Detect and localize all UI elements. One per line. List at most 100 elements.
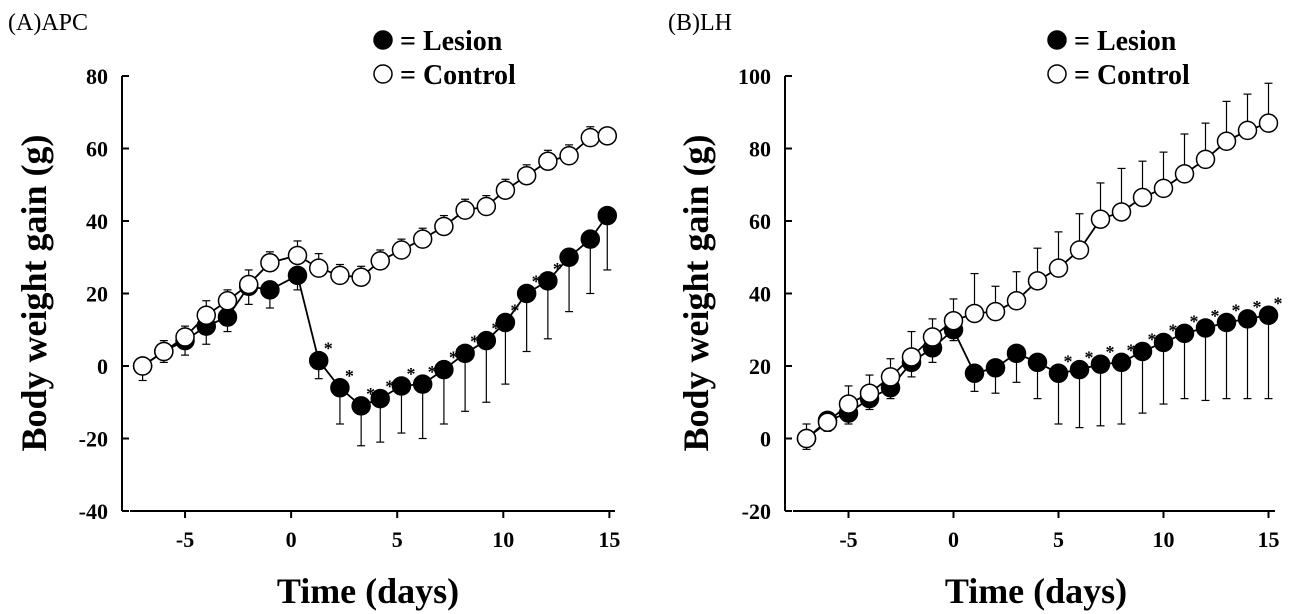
data-point-lesion: [1216, 312, 1237, 333]
data-point-control: [495, 180, 516, 200]
significance-star: *: [1106, 342, 1115, 362]
data-point-lesion: [1258, 305, 1279, 325]
data-point-control: [196, 305, 217, 325]
data-point-control: [516, 165, 537, 186]
legend-control-marker: [373, 64, 393, 84]
data-point-control: [1111, 202, 1132, 222]
data-point-control: [1069, 240, 1090, 260]
significance-star: *: [553, 259, 562, 279]
data-point-lesion: [287, 265, 308, 286]
y-tick-label: 40: [86, 209, 108, 234]
x-tick-label: 10: [1153, 527, 1175, 552]
legend-control-label: = Control: [1074, 60, 1190, 91]
significance-star: *: [1253, 297, 1262, 317]
data-point-control: [817, 412, 838, 432]
data-point-control: [922, 327, 943, 347]
data-point-lesion: [308, 350, 329, 371]
panel-lh: (B)LH = Lesion = Control Time (days) Bod…: [668, 10, 1283, 611]
axes: -40 -20 0 20 40 60 80 -5 0 5 10 15: [79, 64, 621, 552]
data-point-control: [1195, 149, 1216, 170]
y-tick-label: 20: [86, 282, 108, 307]
data-point-control: [1237, 120, 1258, 141]
x-tick-label: 0: [948, 527, 959, 552]
data-point-control: [1006, 291, 1027, 311]
data-point-control: [175, 327, 195, 347]
data-point-lesion: [1090, 354, 1111, 374]
significance-star: *: [1127, 340, 1136, 360]
data-point-control: [1090, 209, 1111, 229]
data-point-lesion: [1132, 341, 1153, 362]
axes: -20 0 20 40 60 80 100 -5 0 5 10 15: [738, 64, 1280, 552]
data-point-lesion: [495, 312, 516, 333]
data-point-control: [1048, 258, 1069, 278]
legend-control-label: = Control: [400, 60, 516, 91]
data-point-lesion: [1237, 309, 1258, 329]
data-point-control: [132, 356, 153, 376]
y-tick-label: 80: [86, 64, 108, 89]
data-point-lesion: [370, 388, 390, 409]
x-tick-label: -5: [176, 527, 194, 552]
significance-star: *: [1190, 311, 1199, 331]
significance-star: *: [1232, 301, 1241, 321]
significance-star: *: [449, 348, 458, 368]
data-point-control: [964, 303, 985, 324]
data-point-control: [154, 341, 174, 362]
legend-control-marker: [1047, 64, 1067, 84]
x-tick-label: 5: [1053, 527, 1064, 552]
data-point-lesion: [559, 247, 579, 267]
data-point-lesion: [1027, 352, 1048, 373]
x-tick-label: 10: [492, 527, 514, 552]
data-point-control: [538, 151, 558, 171]
data-point-control: [217, 291, 238, 311]
significance-star: *: [1085, 348, 1094, 368]
significance-star: *: [1274, 293, 1283, 313]
data-point-control: [260, 252, 280, 273]
data-point-control: [859, 383, 880, 403]
x-tick-label: 15: [1258, 527, 1280, 552]
data-point-lesion: [434, 359, 454, 380]
legend: = Lesion = Control: [1047, 26, 1190, 91]
data-point-control: [943, 310, 964, 331]
y-tick-label: -40: [79, 499, 108, 524]
panel-label: (A)APC: [8, 10, 88, 36]
significance-star: *: [428, 362, 437, 382]
data-point-lesion: [516, 283, 537, 304]
significance-star: *: [532, 272, 541, 292]
data-point-control: [838, 394, 859, 414]
data-point-control: [370, 251, 390, 271]
data-point-lesion: [1006, 343, 1027, 364]
data-point-lesion: [580, 229, 601, 249]
significance-star: *: [1169, 320, 1178, 340]
data-point-lesion: [260, 280, 280, 300]
data-point-lesion: [1069, 359, 1090, 380]
data-point-lesion: [330, 378, 350, 398]
data-point-control: [1153, 178, 1174, 199]
data-point-control: [796, 428, 817, 449]
data-point-lesion: [1111, 352, 1132, 373]
data-point-control: [412, 229, 433, 249]
x-tick-label: 5: [392, 527, 403, 552]
legend-lesion-marker: [373, 30, 393, 50]
significance-star: *: [470, 331, 479, 351]
data-point-control: [351, 267, 371, 287]
data-point-lesion: [455, 343, 475, 364]
significance-star: *: [406, 364, 415, 384]
data-point-lesion: [391, 376, 412, 396]
y-axis-title: Body weight gain (g): [14, 134, 54, 451]
data-point-lesion: [476, 330, 497, 351]
data-point-control: [985, 301, 1006, 322]
data-point-control: [559, 146, 579, 166]
y-tick-label: 20: [749, 354, 771, 379]
y-tick-label: 100: [738, 64, 771, 89]
data-point-control: [1132, 187, 1153, 208]
data-point-lesion: [985, 358, 1006, 378]
data-point-control: [287, 245, 308, 266]
y-axis-title: Body weight gain (g): [676, 134, 716, 451]
x-tick-label: 0: [286, 527, 297, 552]
x-axis-title: Time (days): [277, 571, 459, 611]
data-point-control: [308, 258, 329, 278]
data-point-control: [880, 367, 901, 387]
data-point-lesion: [597, 205, 618, 226]
data-point-lesion: [1048, 363, 1069, 383]
